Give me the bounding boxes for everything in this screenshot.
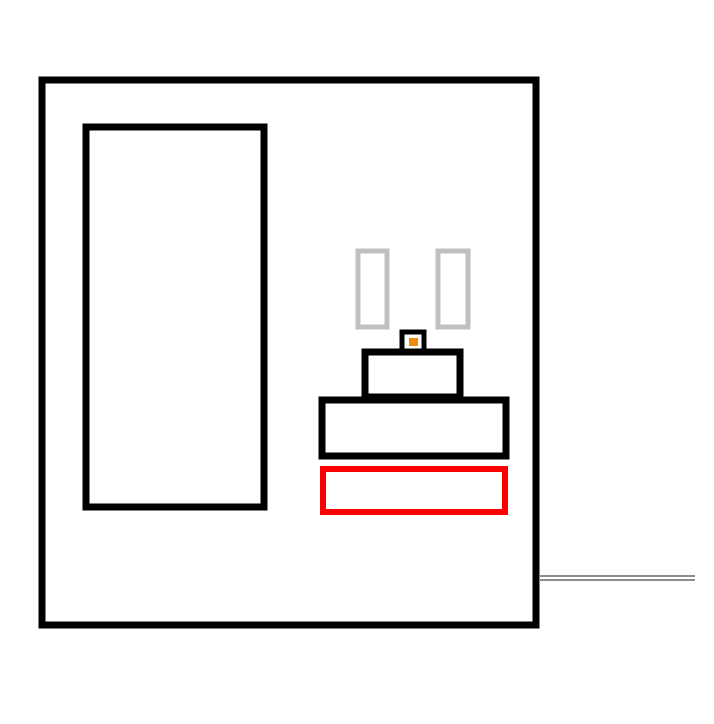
upper-block xyxy=(361,348,464,401)
small-indicator-light xyxy=(409,338,418,346)
lower-block xyxy=(318,396,510,460)
tall-panel xyxy=(82,123,268,511)
highlighted-block xyxy=(320,466,508,515)
left-slot xyxy=(355,248,390,330)
outer-frame xyxy=(38,76,540,629)
right-slot xyxy=(435,248,471,330)
